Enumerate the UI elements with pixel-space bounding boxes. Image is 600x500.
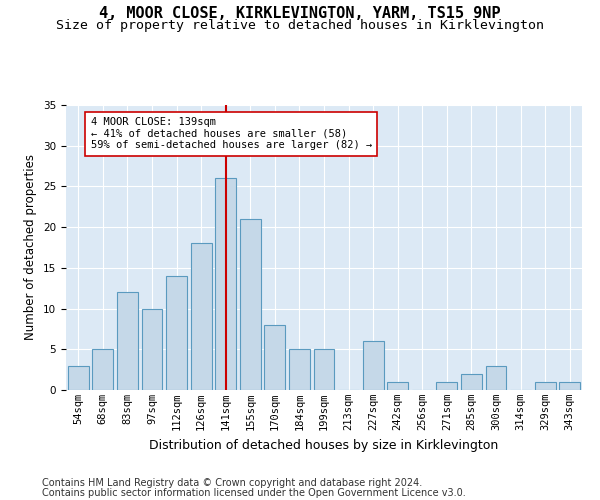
Bar xyxy=(559,382,580,390)
Bar xyxy=(142,308,163,390)
Bar xyxy=(289,350,310,390)
Bar xyxy=(362,341,383,390)
Bar xyxy=(265,325,286,390)
Bar xyxy=(191,244,212,390)
Bar xyxy=(68,366,89,390)
Text: Size of property relative to detached houses in Kirklevington: Size of property relative to detached ho… xyxy=(56,19,544,32)
Text: Contains HM Land Registry data © Crown copyright and database right 2024.: Contains HM Land Registry data © Crown c… xyxy=(42,478,422,488)
Bar xyxy=(117,292,138,390)
Bar xyxy=(387,382,408,390)
Bar xyxy=(485,366,506,390)
Text: 4, MOOR CLOSE, KIRKLEVINGTON, YARM, TS15 9NP: 4, MOOR CLOSE, KIRKLEVINGTON, YARM, TS15… xyxy=(99,6,501,21)
Bar xyxy=(535,382,556,390)
Bar xyxy=(215,178,236,390)
Bar xyxy=(436,382,457,390)
Bar xyxy=(240,219,261,390)
Bar xyxy=(461,374,482,390)
X-axis label: Distribution of detached houses by size in Kirklevington: Distribution of detached houses by size … xyxy=(149,438,499,452)
Text: Contains public sector information licensed under the Open Government Licence v3: Contains public sector information licen… xyxy=(42,488,466,498)
Bar xyxy=(166,276,187,390)
Text: 4 MOOR CLOSE: 139sqm
← 41% of detached houses are smaller (58)
59% of semi-detac: 4 MOOR CLOSE: 139sqm ← 41% of detached h… xyxy=(91,117,372,150)
Bar xyxy=(314,350,334,390)
Bar xyxy=(92,350,113,390)
Y-axis label: Number of detached properties: Number of detached properties xyxy=(25,154,37,340)
